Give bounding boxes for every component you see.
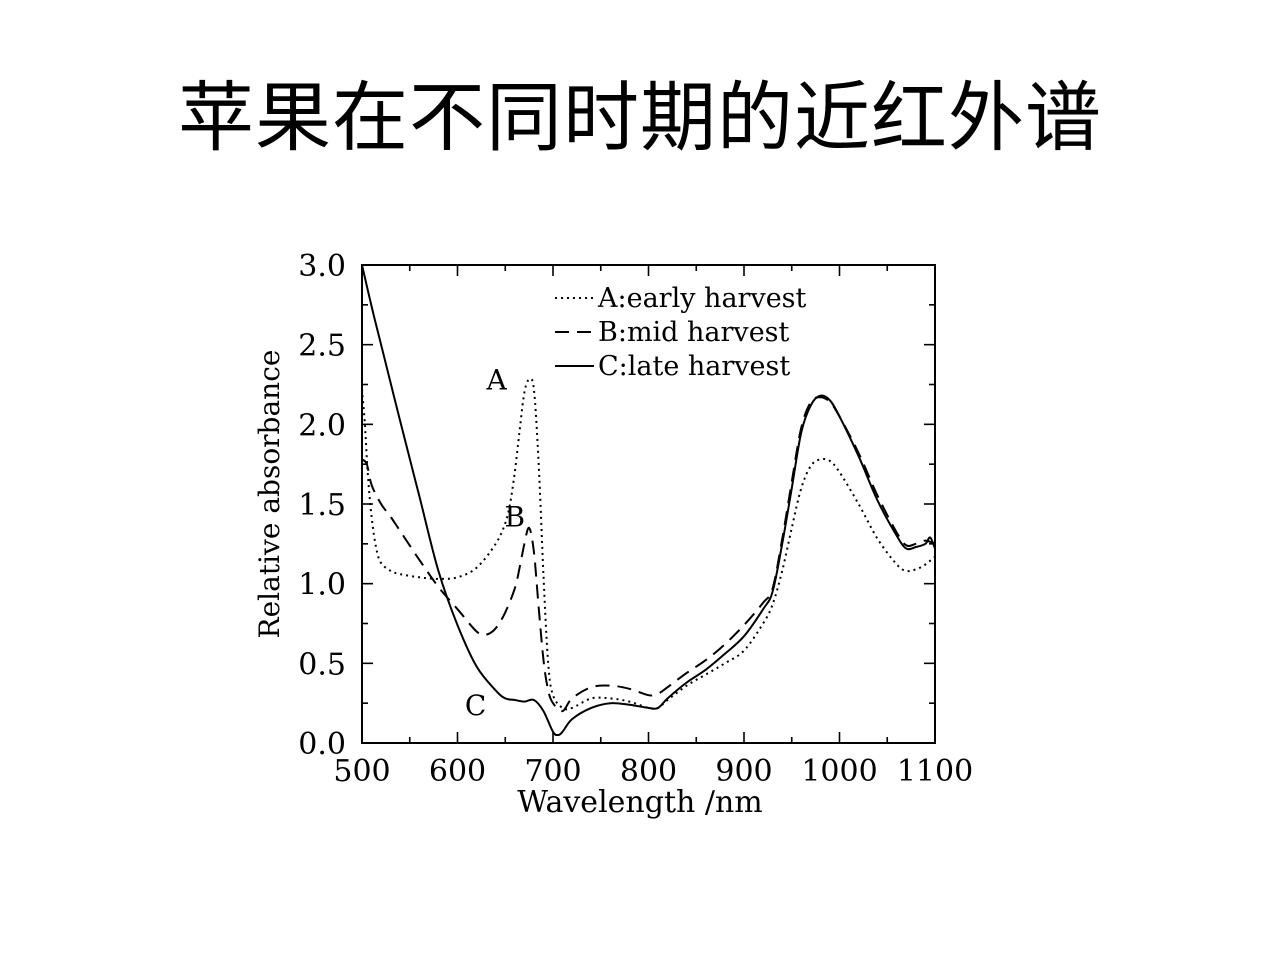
legend-label: A:early harvest	[597, 283, 807, 314]
x-tick-label: 900	[715, 754, 772, 789]
legend-label: C:late harvest	[598, 351, 790, 382]
y-axis-label: Relative absorbance	[253, 350, 286, 639]
x-tick-label: 700	[524, 754, 581, 789]
series-line-c	[362, 265, 935, 737]
curve-label: B	[505, 501, 526, 534]
x-tick-label: 1100	[897, 754, 973, 789]
y-tick-label: 3.0	[298, 249, 346, 284]
slide-title: 苹果在不同时期的近红外谱	[178, 73, 1102, 162]
x-axis-label: Wavelength /nm	[517, 785, 762, 820]
series-line-a	[362, 377, 935, 711]
series-group	[362, 265, 935, 737]
x-axis: 500 600 700 800 900 1000 1100	[333, 265, 973, 789]
x-tick-label: 500	[333, 754, 390, 789]
x-tick-label: 600	[429, 754, 486, 789]
x-tick-label: 1000	[801, 754, 877, 789]
y-tick-label: 2.5	[298, 329, 346, 364]
curve-label: A	[486, 364, 508, 397]
y-tick-label: 0.0	[298, 727, 346, 762]
y-tick-label: 1.0	[298, 568, 346, 603]
y-tick-label: 1.5	[298, 488, 346, 523]
y-axis: 0.0 0.5 1.0 1.5 2.0 2.5 3.0	[298, 249, 935, 762]
series-line-b	[362, 396, 935, 713]
legend-item: B:mid harvest	[555, 317, 790, 348]
curve-label: C	[465, 689, 486, 722]
legend-item: A:early harvest	[555, 283, 807, 314]
y-tick-label: 0.5	[298, 647, 346, 682]
x-tick-label: 800	[620, 754, 677, 789]
legend-item: C:late harvest	[555, 351, 790, 382]
y-tick-label: 2.0	[298, 408, 346, 443]
legend-label: B:mid harvest	[598, 317, 790, 348]
